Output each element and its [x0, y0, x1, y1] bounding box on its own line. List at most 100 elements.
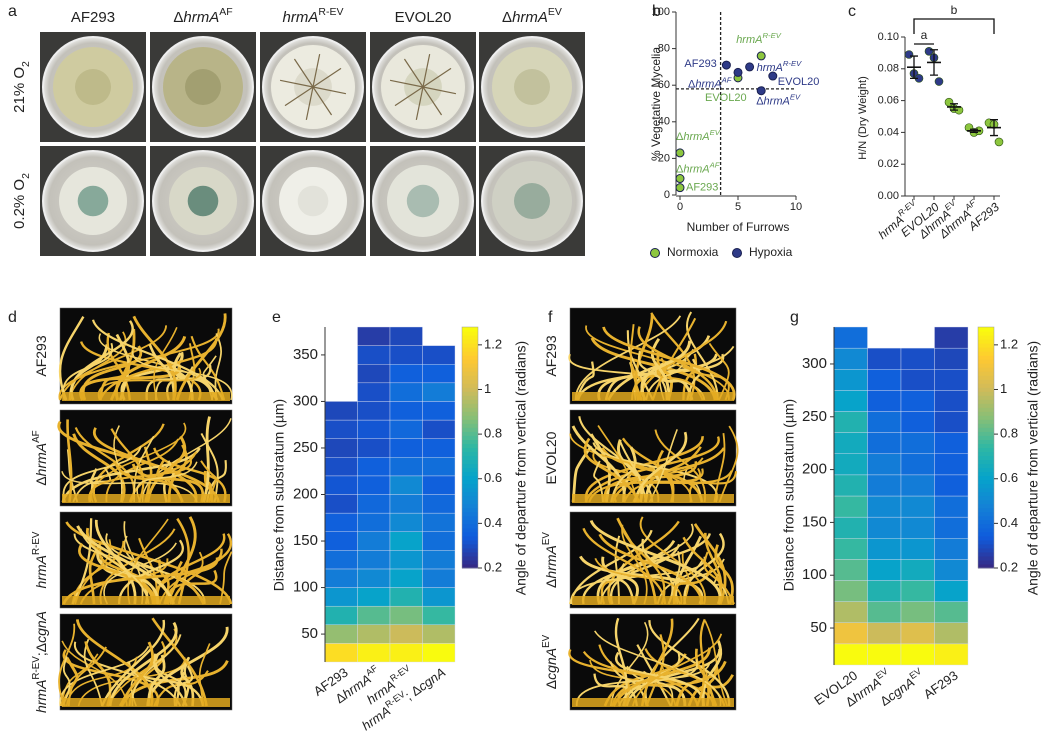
colorbar-segment [978, 359, 994, 364]
colorbar-segment [978, 511, 994, 517]
plate-photo [479, 32, 585, 142]
heatmap-cell [934, 326, 969, 349]
heatmap-cell [357, 587, 391, 607]
heatmap-cell [867, 580, 902, 602]
hypha [708, 342, 730, 401]
label-part: R-EV [783, 58, 802, 67]
colorbar-segment [978, 391, 994, 396]
heatmap-cell [833, 559, 868, 581]
furrow [293, 58, 314, 88]
colorbar-segment [978, 551, 994, 557]
hypha [617, 439, 644, 503]
label-part: AF [721, 75, 733, 84]
hypha [202, 416, 211, 503]
hyphae-image [58, 307, 233, 405]
colorbar-segment [462, 467, 478, 473]
point-label: hrmAR-EV [736, 30, 782, 45]
point [756, 51, 766, 61]
hypha [173, 352, 194, 401]
y-tick-label: 250 [293, 439, 318, 456]
hypha [575, 361, 595, 401]
hypha [621, 524, 648, 605]
heatmap-cell [867, 432, 902, 454]
hypha [594, 630, 722, 707]
label-part: Δ [756, 96, 764, 108]
heatmap-cell [900, 559, 935, 581]
hyphae-image [568, 307, 737, 405]
y-tick-label: 100 [652, 6, 670, 18]
plate-photo [40, 146, 146, 256]
colorbar-segment [462, 327, 478, 332]
colorbar-segment [462, 515, 478, 521]
hypha [718, 425, 739, 503]
hypha [609, 621, 649, 707]
label-part: hrmA [543, 545, 559, 578]
colorbar-segment [978, 443, 994, 448]
label-part: Δ [688, 78, 696, 90]
hypha [206, 460, 227, 503]
y-tick-label: 50 [301, 625, 318, 642]
furrow [422, 86, 443, 116]
panel-letter: b [652, 3, 661, 20]
heatmap-cell [357, 326, 391, 346]
heatmap-cell [389, 643, 423, 663]
colorbar-segment [978, 435, 994, 440]
heatmap-cell [389, 438, 423, 458]
hypha [143, 446, 153, 503]
plate-photo [479, 146, 585, 256]
hypha [78, 542, 155, 605]
label-part: EVOL20 [543, 431, 559, 484]
label-part: AF [709, 160, 721, 169]
hypha [597, 425, 638, 503]
colony-center [297, 185, 329, 217]
label-part: hrmA [512, 9, 548, 26]
colorbar-segment [978, 411, 994, 416]
y-axis-title: Distance from substratum (µm) [781, 399, 797, 591]
heatmap-cell [900, 432, 935, 454]
hypha [131, 350, 233, 401]
label-part: AF293 [33, 335, 49, 376]
hypha [92, 423, 165, 503]
hypha [578, 416, 654, 503]
label-part: hrmA [683, 131, 709, 143]
hypha [682, 353, 698, 401]
colony-center [406, 184, 440, 218]
colorbar-segment [978, 499, 994, 505]
hypha [589, 659, 677, 707]
heatmap-cell [389, 512, 423, 532]
heatmap-cell [324, 419, 358, 439]
colorbar-segment [978, 347, 994, 352]
heatmap-cell [867, 474, 902, 497]
mat [572, 494, 734, 503]
y-tick-label: 250 [802, 408, 827, 425]
hypha [58, 623, 76, 707]
colorbar-segment [978, 427, 994, 432]
hypha [190, 335, 226, 401]
hypha [59, 645, 150, 707]
heatmap-cell [934, 369, 969, 391]
colorbar-segment [978, 507, 994, 513]
label-part: AF293 [684, 58, 716, 70]
furrow [312, 86, 333, 116]
panel-letter: c [848, 3, 856, 20]
heatmap-cell [833, 580, 868, 602]
colorbar-segment [978, 471, 994, 477]
y-tick-label: 350 [293, 346, 318, 363]
point [721, 60, 731, 70]
colorbar-segment [462, 367, 478, 372]
heatmap-cell [900, 347, 935, 370]
hyphae-image [58, 613, 233, 711]
hypha [166, 516, 197, 605]
hypha [175, 671, 186, 707]
panel-letter: f [548, 309, 553, 326]
y-tick-label: 0.02 [878, 158, 899, 170]
y-tick-label: 200 [293, 485, 318, 502]
label-part: Δ [543, 579, 559, 588]
label-part: AF293 [543, 335, 559, 376]
row-label: hrmAR-EV [31, 531, 49, 588]
plate-photo [370, 32, 476, 142]
heatmap-cell [422, 382, 456, 402]
hypha [612, 647, 711, 707]
hypha [645, 634, 665, 707]
colorbar-segment [978, 327, 994, 332]
